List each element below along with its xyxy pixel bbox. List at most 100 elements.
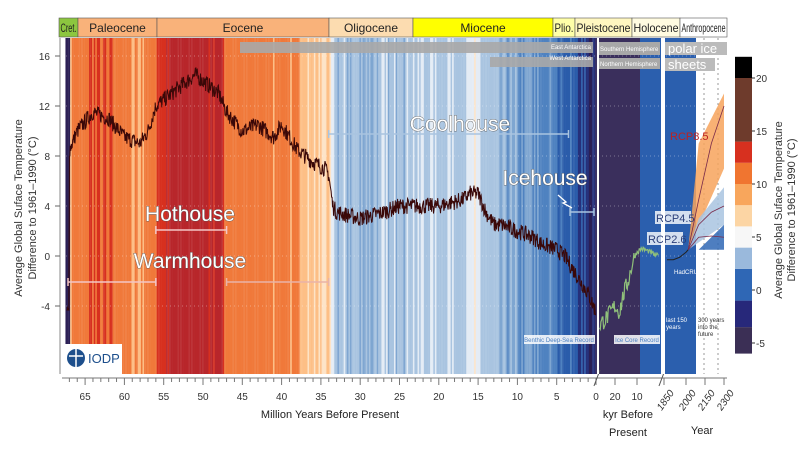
stripe — [354, 38, 357, 374]
stripe — [153, 38, 156, 374]
stripe — [529, 38, 531, 374]
stripe — [95, 38, 98, 374]
stripe — [140, 38, 143, 374]
stripe — [247, 38, 250, 374]
axis-bg — [0, 376, 800, 450]
stripe — [184, 38, 187, 374]
stripe — [301, 38, 303, 374]
stripe — [351, 38, 354, 374]
stripe — [375, 38, 377, 374]
colorbar-tick-label: 5 — [756, 233, 762, 244]
stripe — [585, 38, 588, 374]
stripe — [359, 38, 362, 374]
colorbar-tick-label: -5 — [756, 339, 765, 350]
stripe — [365, 38, 368, 374]
stripe — [302, 38, 305, 374]
stripe — [211, 38, 214, 374]
stripe — [371, 38, 374, 374]
colorbar-band — [735, 226, 752, 248]
east-antarctica-label: East Antarctica — [551, 45, 592, 51]
stripe — [474, 38, 476, 374]
stripe — [386, 38, 388, 374]
stripe — [122, 38, 124, 374]
stripe — [180, 38, 182, 374]
stripe — [195, 38, 198, 374]
stripe — [288, 38, 291, 374]
stripe — [305, 38, 308, 374]
epoch-label-cret: Cret. — [61, 21, 77, 35]
stripe — [123, 38, 126, 374]
stripe — [315, 38, 318, 374]
stripe — [98, 38, 101, 374]
stripe — [191, 38, 193, 374]
stripe — [595, 38, 597, 374]
stripe — [268, 38, 270, 374]
future-period-label: 300 years into the future — [698, 318, 725, 338]
colorbar-band — [735, 205, 752, 227]
stripe — [107, 38, 110, 374]
stripe — [161, 38, 164, 374]
colorbar-band — [735, 300, 752, 328]
stripe — [345, 38, 347, 374]
stripe — [158, 38, 160, 374]
stripe — [511, 38, 514, 374]
stripe — [496, 38, 498, 374]
past-period-label: last 150 years — [666, 318, 688, 331]
stripe — [665, 38, 696, 374]
x-tick-label: 0 — [593, 392, 599, 403]
stripe — [494, 38, 497, 374]
year-axis-title: Year — [691, 425, 714, 437]
stripe — [156, 38, 159, 374]
stripe — [208, 38, 211, 374]
stripe — [312, 38, 314, 374]
stripe — [368, 38, 371, 374]
stripe — [409, 38, 412, 374]
stripe — [554, 38, 557, 374]
stripe — [117, 38, 120, 374]
northern-hemisphere-label: Northern Hemisphere — [600, 62, 658, 68]
stripe — [486, 38, 489, 374]
stripe — [327, 38, 330, 374]
epoch-label-miocene: Miocene — [460, 21, 506, 35]
stripe — [276, 38, 278, 374]
ice-sheet-bars: East Antarctica West Antarctica Southern… — [240, 41, 727, 72]
stripe — [507, 38, 509, 374]
y-tick-label: 16 — [39, 52, 51, 63]
stripe — [360, 38, 363, 374]
stripe — [574, 38, 577, 374]
kyr-tick-label: 20 — [609, 392, 621, 403]
stripe — [335, 38, 338, 374]
stripe — [181, 38, 184, 374]
stripe — [500, 38, 503, 374]
hothouse-label: Hothouse — [145, 203, 235, 226]
stripe — [236, 38, 239, 374]
stripe — [364, 38, 366, 374]
stripe — [118, 38, 121, 374]
stripe — [516, 38, 519, 374]
colorbar-band — [735, 56, 752, 78]
stripe — [367, 38, 369, 374]
stripe — [452, 38, 454, 374]
stripe — [125, 38, 127, 374]
iodp-logo: IODP — [62, 344, 122, 374]
colorbar: 20 15 10 5 0 -5 Average Global Suface Temperat… — [735, 56, 798, 354]
west-antarctica-bar — [490, 57, 593, 67]
x-tick-label: 10 — [512, 392, 524, 403]
stripe — [541, 38, 544, 374]
stripe — [76, 38, 79, 374]
colorbar-title-line1: Average Global Suface Temperature — [773, 121, 785, 299]
stripe — [298, 38, 300, 374]
stripe — [82, 38, 85, 374]
stripe — [463, 38, 465, 374]
stripe — [307, 38, 310, 374]
stripe — [221, 38, 223, 374]
stripe — [258, 38, 261, 374]
stripe — [277, 38, 280, 374]
stripe — [96, 38, 99, 374]
stripe — [592, 38, 594, 374]
y-axis-title-line2: Difference to 1961–1990 (°C) — [27, 136, 39, 279]
stripe — [412, 38, 415, 374]
stripe — [524, 38, 527, 374]
stripe — [557, 38, 560, 374]
